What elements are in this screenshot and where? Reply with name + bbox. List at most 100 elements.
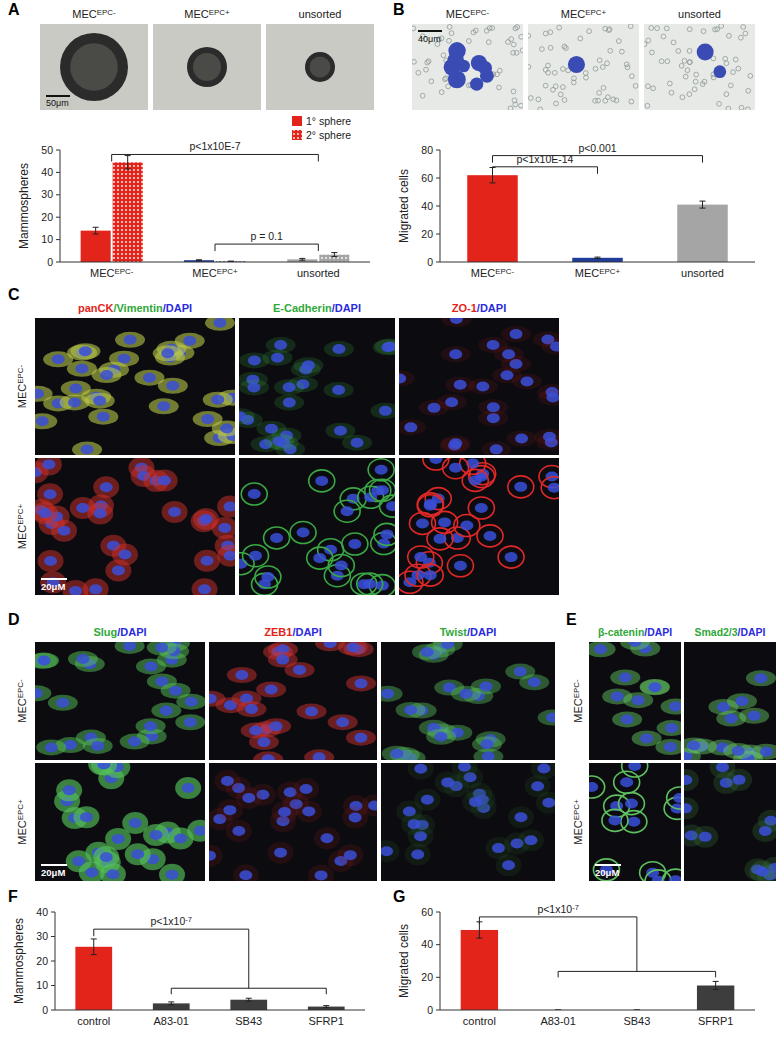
- category-label: unsorted: [681, 267, 724, 279]
- error-bar: [323, 1006, 329, 1008]
- nucleus: [124, 335, 137, 345]
- y-tick: [436, 977, 440, 978]
- nucleus: [684, 775, 692, 785]
- stain-name: Slug: [93, 626, 117, 638]
- nucleus: [248, 355, 261, 365]
- y-tick: [436, 206, 440, 207]
- nucleus: [594, 644, 607, 654]
- nucleus: [249, 551, 262, 561]
- category-label: MECEPC+: [575, 267, 621, 279]
- stain-name: ZEB1: [264, 626, 292, 638]
- nucleus: [759, 826, 772, 836]
- cell-body: [399, 419, 426, 435]
- error-cap: [323, 1007, 329, 1008]
- cell-body: [115, 642, 145, 654]
- nucleus: [235, 670, 248, 680]
- y-tick-label: 20: [36, 955, 48, 967]
- nucleus: [408, 819, 421, 829]
- nucleus: [625, 799, 638, 809]
- image-bg: [35, 458, 235, 595]
- cell-body: [419, 400, 449, 416]
- membrane-pore: [614, 98, 619, 103]
- stain-name: E-Cadherin: [273, 302, 332, 314]
- nucleus: [131, 849, 144, 859]
- scale-bar-label: 20μM: [41, 581, 65, 592]
- membrane-pore: [659, 59, 664, 64]
- error-cap: [125, 155, 131, 156]
- image: [23, 315, 248, 458]
- label-base: MEC: [16, 698, 28, 723]
- y-tick: [56, 217, 60, 218]
- stain-name: panCK: [78, 302, 114, 314]
- cell-membrane: [307, 547, 333, 569]
- nucleus: [42, 459, 55, 469]
- error-cap: [299, 260, 305, 261]
- error-cap: [331, 252, 337, 253]
- nucleus: [450, 318, 463, 324]
- y-axis-label: Migrated cells: [397, 924, 411, 998]
- nucleus: [274, 848, 287, 858]
- row-label: MECEPC-: [572, 679, 584, 723]
- nucleus: [213, 318, 226, 328]
- membrane-pore: [701, 29, 706, 34]
- stain-name: /DAPI: [332, 302, 361, 314]
- image-label: MECEPC-: [446, 8, 490, 20]
- row-label: MECEPC-: [16, 364, 28, 408]
- cell-membrane: [368, 459, 394, 481]
- membrane-pore: [571, 80, 576, 85]
- cell-membrane: [370, 479, 395, 501]
- image: [671, 642, 780, 767]
- cell-body: [414, 789, 440, 811]
- cell-body: [79, 862, 105, 881]
- y-tick: [51, 936, 55, 937]
- category-label: A83-01: [540, 1015, 575, 1027]
- bar: [113, 162, 143, 262]
- membrane-pore: [548, 45, 553, 50]
- image: [673, 756, 780, 886]
- cell-body: [68, 651, 98, 667]
- membrane-pore: [425, 60, 430, 65]
- cell-membrane: [602, 809, 628, 831]
- cell-body: [541, 339, 559, 355]
- nucleus: [381, 342, 394, 352]
- error-cap: [595, 257, 601, 258]
- nucleus: [501, 370, 514, 380]
- membrane-pore: [597, 90, 602, 95]
- nucleus: [684, 803, 692, 813]
- nucleus: [537, 763, 550, 773]
- nucleus: [351, 438, 364, 448]
- chart: 01020304050MECEPC-MECEPC+unsortedMammosp…: [17, 115, 370, 279]
- membrane-pore: [692, 87, 697, 92]
- nucleus: [200, 556, 213, 566]
- nucleus: [332, 344, 345, 354]
- label-base: MEC: [184, 8, 209, 20]
- image-content: [209, 642, 377, 760]
- cell-membrane: [589, 776, 605, 798]
- membrane-pore: [603, 26, 608, 31]
- nucleus: [429, 458, 442, 464]
- nucleus: [699, 832, 712, 842]
- nucleus: [424, 570, 437, 580]
- chart: 0204060controlA83-01SB43SFRP1Migrated ce…: [397, 903, 755, 1027]
- label-superscript: EPC-: [16, 364, 25, 383]
- nucleus: [194, 826, 205, 836]
- membrane-pore: [649, 26, 654, 31]
- cell-membrane: [460, 458, 486, 474]
- cell-membrane: [541, 477, 559, 499]
- error-cap: [125, 169, 131, 170]
- nucleus: [687, 740, 700, 750]
- membrane-pore: [497, 85, 502, 90]
- membrane-pore: [651, 86, 656, 91]
- image-bg: [40, 24, 148, 110]
- cell-body: [192, 578, 218, 595]
- cell-body: [152, 469, 178, 491]
- nucleus: [220, 423, 233, 433]
- nucleus: [416, 518, 429, 528]
- image-content: [589, 642, 681, 760]
- y-tick-label: 0: [427, 256, 433, 268]
- y-tick-label: 30: [36, 930, 48, 942]
- membrane-pore: [443, 77, 448, 82]
- membrane-pore: [680, 95, 685, 100]
- membrane-pore: [655, 26, 660, 31]
- y-tick: [51, 961, 55, 962]
